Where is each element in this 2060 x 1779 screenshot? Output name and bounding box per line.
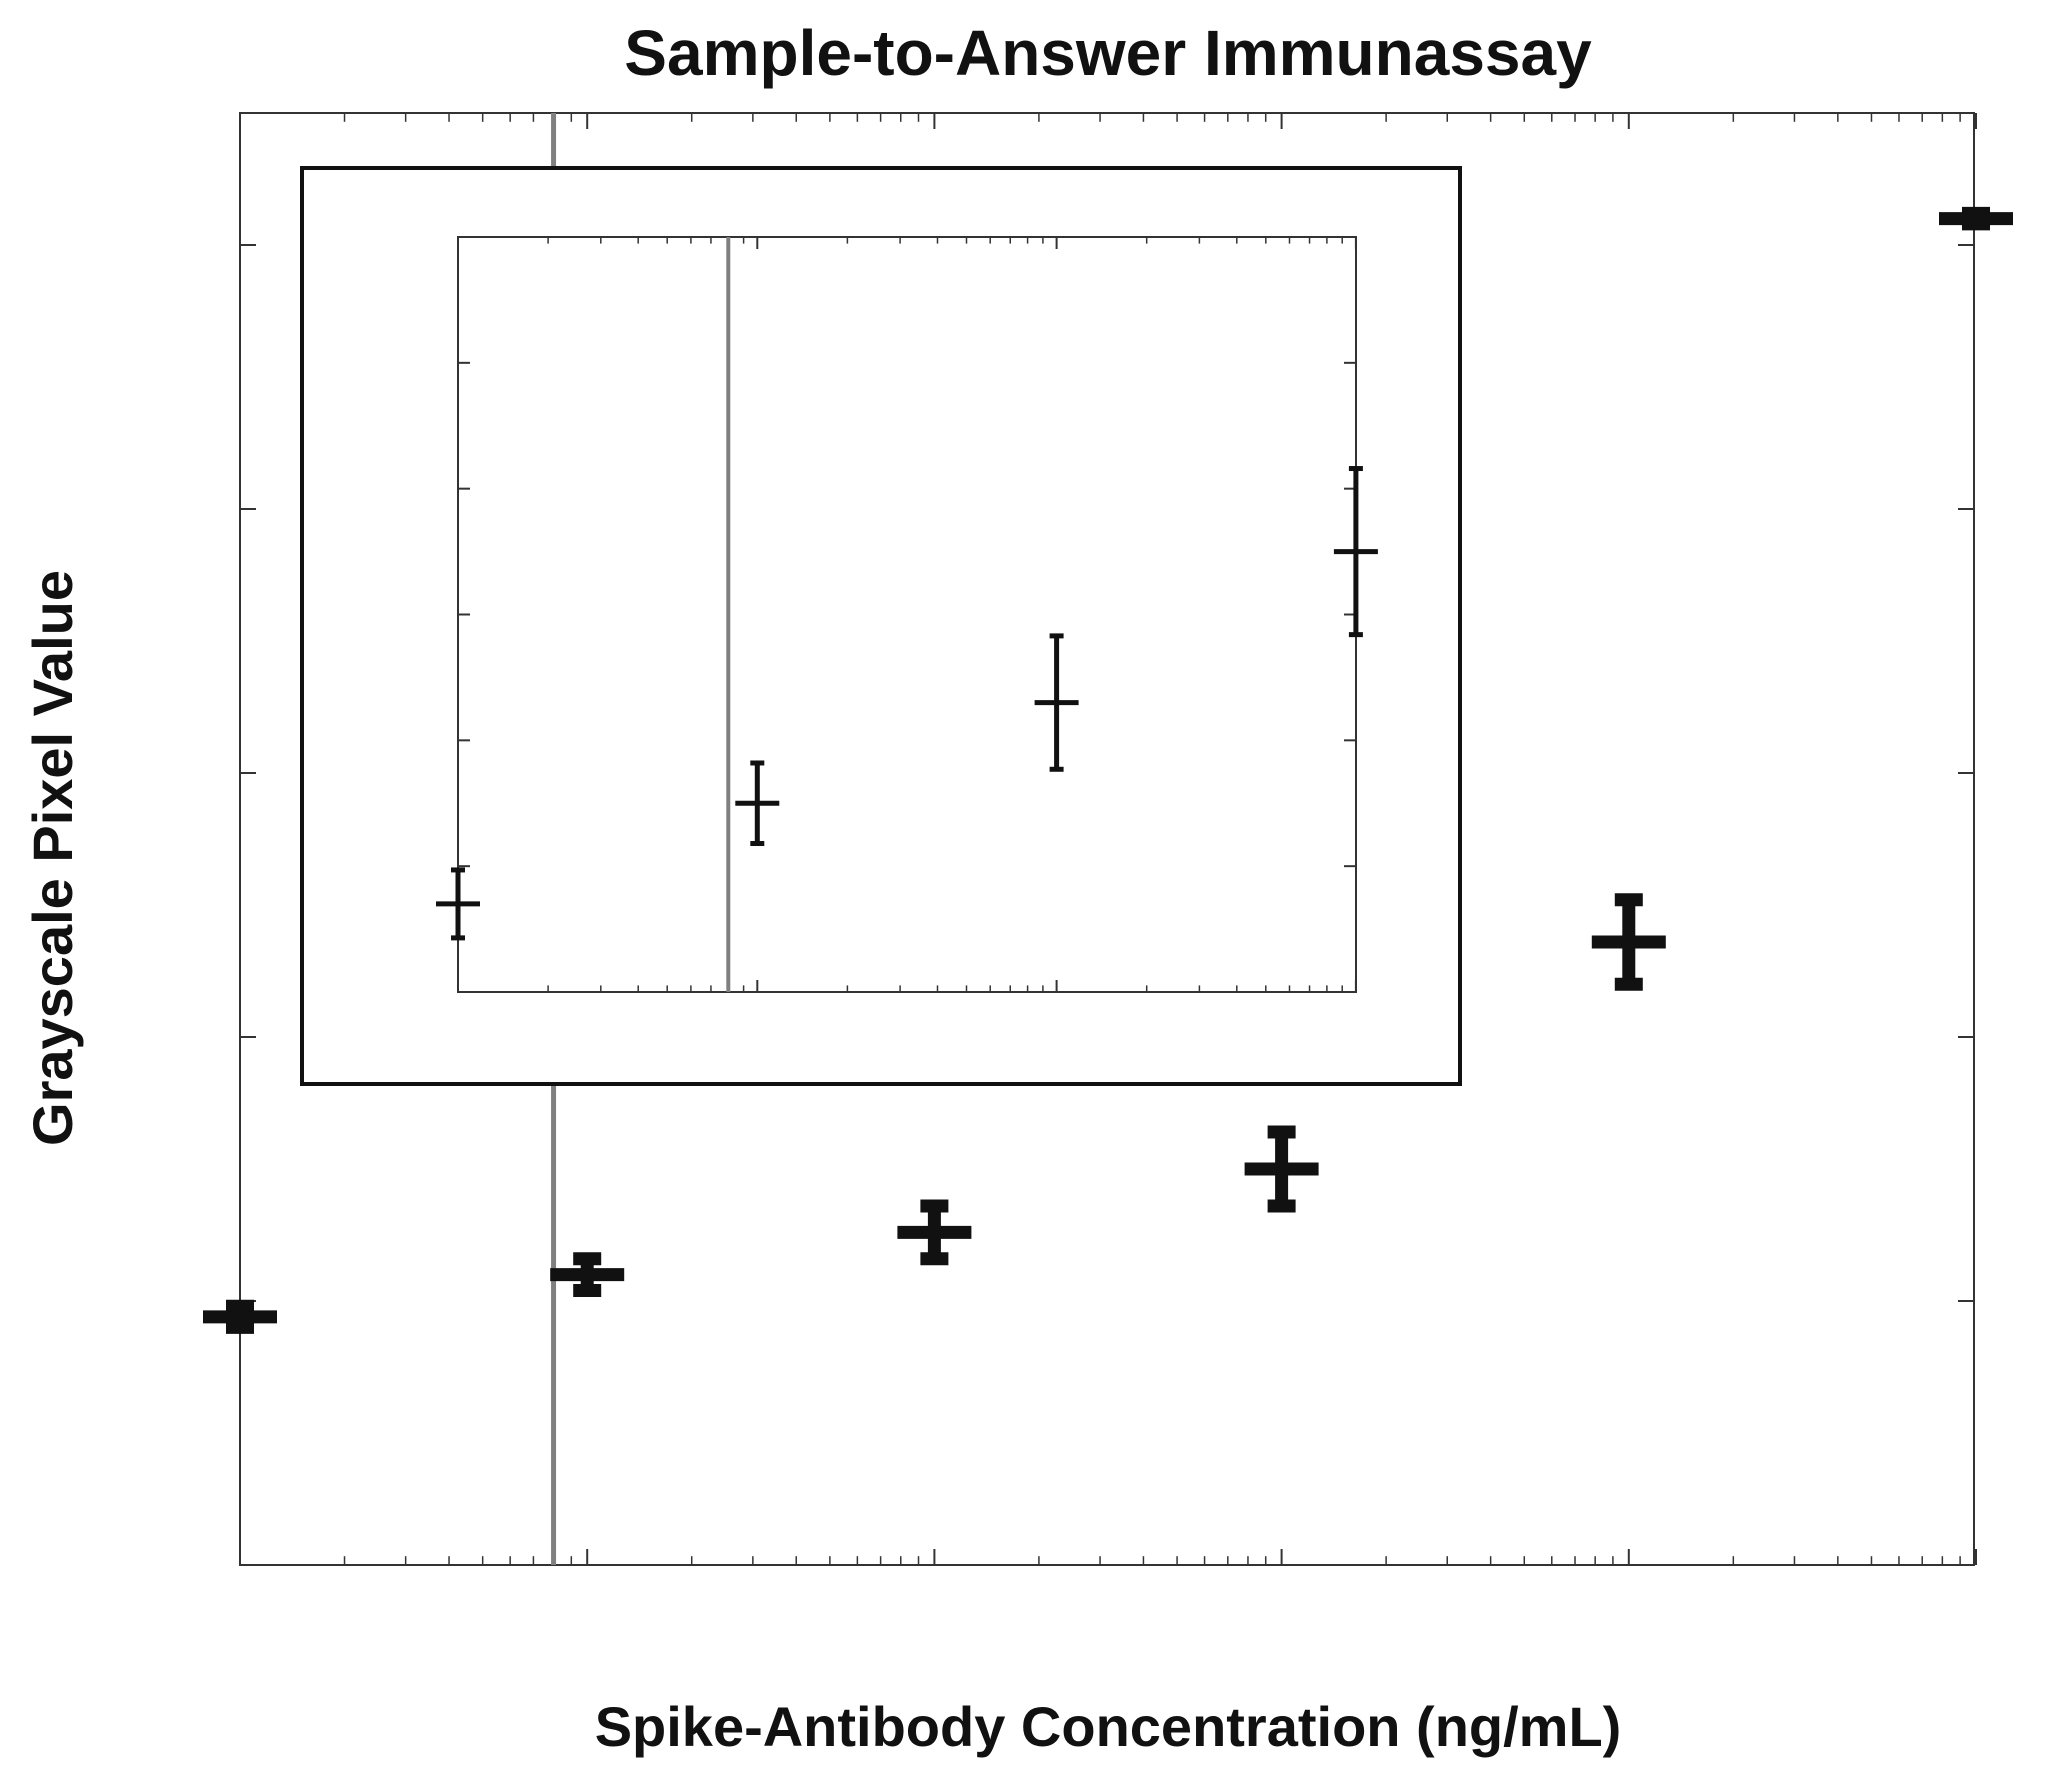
- data-point: [1034, 633, 1079, 772]
- data-point: [1939, 206, 2013, 231]
- data-point: [897, 1199, 972, 1266]
- x-axis-label: Spike-Antibody Concentration (ng/mL): [595, 1695, 1622, 1758]
- y-axis-label: Grayscale Pixel Value: [21, 570, 84, 1146]
- main-plot: [203, 112, 2013, 1566]
- data-point: [1333, 466, 1378, 638]
- chart-title: Sample-to-Answer Immunassay: [624, 17, 1592, 89]
- inset-frame: [300, 166, 1462, 1086]
- data-point: [1591, 893, 1666, 991]
- data-point: [550, 1252, 625, 1297]
- data-point: [735, 760, 780, 847]
- plot-frame: [239, 112, 1975, 1566]
- data-point: [1244, 1125, 1319, 1213]
- data-point: [436, 867, 480, 941]
- inset-plot: [300, 166, 1462, 1086]
- data-point: [203, 1299, 277, 1334]
